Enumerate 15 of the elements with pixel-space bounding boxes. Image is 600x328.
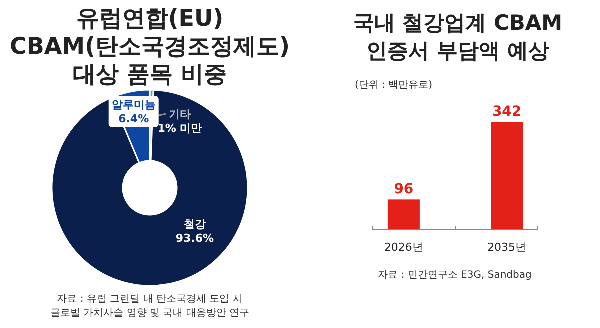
text: 자료 : 민간연구소 E3G, Sandbag — [378, 270, 532, 281]
text: 자료 : 유럽 그린딜 내 탄소국경세 도입 시 글로벌 가치사슬 영향 및 국내 대응방안 연구 — [50, 294, 250, 319]
chart-subtitle: (단위 : 백만유로) — [355, 80, 433, 91]
data-label: 93.6% — [176, 232, 214, 245]
data-label: 96 — [394, 182, 414, 198]
x-tick-label: 2035년 — [488, 241, 527, 254]
slice-label: 알루미늄 — [112, 98, 156, 112]
chart-title: 국내 철강업계 CBAM 인증서 부담액 예상 — [353, 11, 563, 63]
chart-title: 유럽연합(EU) CBAM(탄소국경조정제도) 대상 품목 비중 — [10, 6, 290, 88]
data-label: 342 — [492, 104, 522, 120]
x-tick-label: 2026년 — [384, 241, 424, 254]
data-label: 6.4% — [118, 112, 150, 126]
slice-label: 기타 — [169, 108, 191, 121]
slice-label: 철강 — [184, 218, 206, 231]
data-label: 1% 미만 — [158, 122, 202, 135]
